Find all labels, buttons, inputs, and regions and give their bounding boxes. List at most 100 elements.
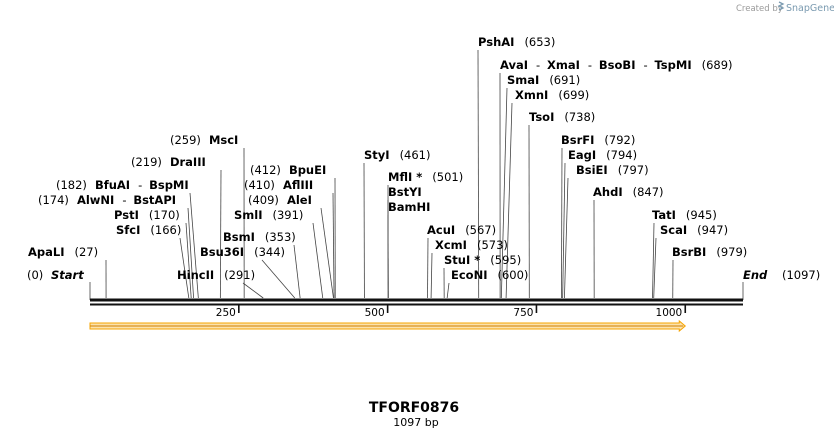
site-label: PstI (170) bbox=[114, 208, 180, 222]
enzyme-name: XmnI bbox=[515, 88, 548, 102]
end-markers: (0) Start End (1097) bbox=[27, 268, 820, 282]
name-separator: - bbox=[588, 58, 592, 72]
site-position: (792) bbox=[604, 133, 635, 147]
credit-badge: Created by SnapGene bbox=[736, 1, 834, 14]
site-position: (794) bbox=[606, 148, 637, 162]
site-position: (291) bbox=[224, 268, 255, 282]
site-position: (945) bbox=[686, 208, 717, 222]
enzyme-name: BstAPI bbox=[133, 193, 176, 207]
site-label: PshAI (653) bbox=[478, 35, 555, 49]
enzyme-name: ScaI bbox=[660, 223, 687, 237]
site-label: AvaI - XmaI - BsoBI - TspMI (689) bbox=[500, 58, 733, 72]
enzyme-name: BpuEI bbox=[289, 163, 326, 177]
leader-line bbox=[320, 207, 334, 299]
site-label: AhdI (847) bbox=[593, 185, 664, 199]
site-label: EcoNI (600) bbox=[451, 268, 528, 282]
site-label: ApaLI (27) bbox=[28, 245, 98, 259]
site-position: (170) bbox=[149, 208, 180, 222]
site-position: (979) bbox=[716, 245, 747, 259]
enzyme-name: BsrFI bbox=[561, 133, 594, 147]
end-marker: End (1097) bbox=[743, 268, 820, 282]
site-label: (412) BpuEI bbox=[250, 163, 326, 177]
site-label: (219) DraIII bbox=[131, 155, 206, 169]
site-label: BsiEI (797) bbox=[576, 163, 649, 177]
leader-line bbox=[312, 222, 324, 299]
credit-brand: SnapGene bbox=[786, 3, 834, 14]
enzyme-name: AlwNI bbox=[77, 193, 114, 207]
site-label: AcuI (567) bbox=[427, 223, 496, 237]
site-position: (166) bbox=[150, 223, 181, 237]
site-label: Bsu36I (344) bbox=[200, 245, 285, 259]
enzyme-name: MflI * bbox=[388, 170, 422, 184]
enzyme-name: HincII bbox=[177, 268, 214, 282]
site-label: (174) AlwNI - BstAPI bbox=[38, 193, 176, 207]
enzyme-name: BstYI bbox=[388, 185, 422, 199]
enzyme-name: Bsu36I bbox=[200, 245, 244, 259]
enzyme-name: SmaI bbox=[507, 73, 539, 87]
site-position: (653) bbox=[524, 35, 555, 49]
enzyme-name: BamHI bbox=[388, 200, 430, 214]
site-position: (391) bbox=[273, 208, 304, 222]
enzyme-name: StyI bbox=[364, 148, 390, 162]
enzyme-name: AvaI bbox=[500, 58, 528, 72]
site-label: ScaI (947) bbox=[660, 223, 728, 237]
leader-line bbox=[561, 147, 563, 299]
enzyme-name: TspMI bbox=[654, 58, 691, 72]
enzyme-name: TsoI bbox=[529, 110, 554, 124]
site-position: (353) bbox=[265, 230, 296, 244]
site-label: EagI (794) bbox=[568, 148, 637, 162]
site-position: (699) bbox=[558, 88, 589, 102]
name-separator: - bbox=[643, 58, 647, 72]
enzyme-name: SmlI bbox=[234, 208, 263, 222]
leader-line bbox=[185, 222, 192, 299]
enzyme-name: BsiEI bbox=[576, 163, 608, 177]
site-position: (573) bbox=[477, 238, 508, 252]
site-label: TsoI (738) bbox=[529, 110, 595, 124]
site-position: (412) bbox=[250, 163, 281, 177]
leader-line bbox=[562, 162, 566, 299]
feature-arrow bbox=[89, 319, 687, 333]
end-label: End bbox=[743, 268, 768, 282]
start-label: Start bbox=[51, 268, 84, 282]
site-position: (219) bbox=[131, 155, 162, 169]
enzyme-name: EagI bbox=[568, 148, 596, 162]
enzyme-name: TatI bbox=[652, 208, 676, 222]
snapgene-logo-icon bbox=[777, 1, 785, 11]
enzyme-name: PstI bbox=[114, 208, 139, 222]
backbone-top-strand bbox=[90, 298, 743, 302]
site-position: (689) bbox=[702, 58, 733, 72]
name-separator: - bbox=[122, 193, 126, 207]
site-position: (182) bbox=[56, 178, 87, 192]
leader-line bbox=[179, 237, 190, 299]
start-position: (0) bbox=[27, 268, 43, 282]
leader-line bbox=[219, 169, 222, 299]
credit-prefix: Created by bbox=[736, 4, 783, 14]
site-position: (259) bbox=[170, 133, 201, 147]
leader-line bbox=[332, 192, 335, 299]
enzyme-name: EcoNI bbox=[451, 268, 487, 282]
site-position: (600) bbox=[497, 268, 528, 282]
leader-line bbox=[653, 237, 657, 299]
site-position: (691) bbox=[549, 73, 580, 87]
enzyme-name: AleI bbox=[287, 193, 312, 207]
enzyme-name: AflIII bbox=[283, 178, 313, 192]
site-position: (461) bbox=[400, 148, 431, 162]
site-label: XcmI (573) bbox=[435, 238, 508, 252]
enzyme-name: StuI * bbox=[444, 253, 480, 267]
enzyme-name: MscI bbox=[209, 133, 238, 147]
leader-lines bbox=[89, 49, 744, 300]
enzyme-name: XmaI bbox=[547, 58, 580, 72]
enzyme-name: BspMI bbox=[149, 178, 189, 192]
ruler-tick: 250 bbox=[216, 305, 240, 319]
enzyme-name: BsmI bbox=[223, 230, 255, 244]
site-label: (182) BfuAI - BspMI bbox=[56, 178, 189, 192]
site-position: (595) bbox=[490, 253, 521, 267]
enzyme-name: BsoBI bbox=[599, 58, 636, 72]
enzyme-name: BfuAI bbox=[95, 178, 130, 192]
site-label: MflI * (501) bbox=[388, 170, 463, 184]
site-label: StyI (461) bbox=[364, 148, 431, 162]
site-label: (259) MscI bbox=[170, 133, 238, 147]
site-label: HincII (291) bbox=[177, 268, 255, 282]
backbone-bottom-strand bbox=[90, 303, 743, 306]
